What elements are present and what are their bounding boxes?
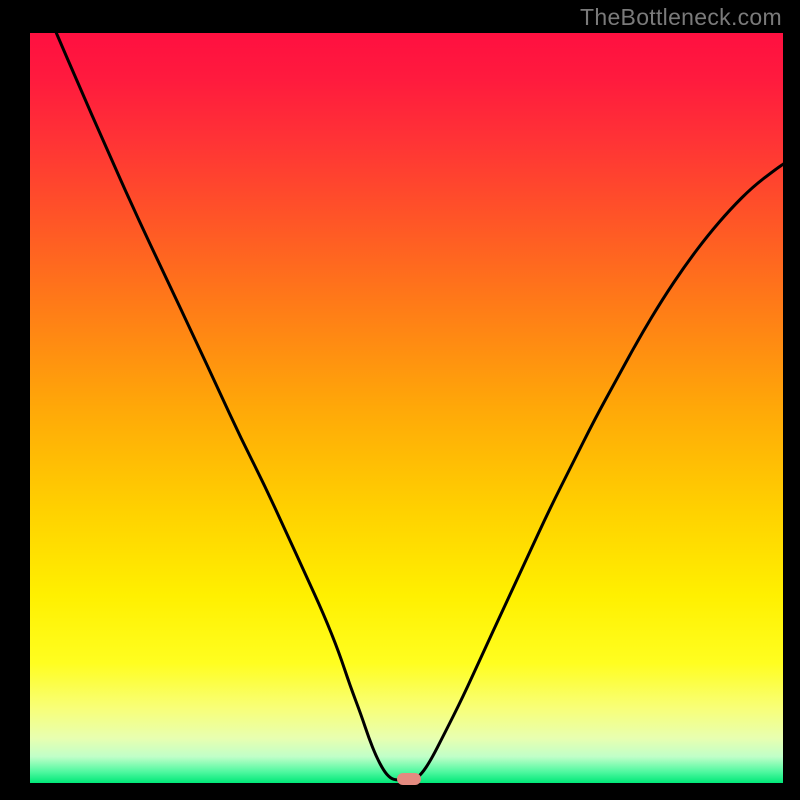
plot-area — [30, 33, 783, 783]
watermark-text: TheBottleneck.com — [580, 4, 782, 31]
optimal-marker — [397, 773, 421, 785]
bottleneck-curve — [30, 33, 783, 783]
curve-path — [56, 33, 783, 780]
